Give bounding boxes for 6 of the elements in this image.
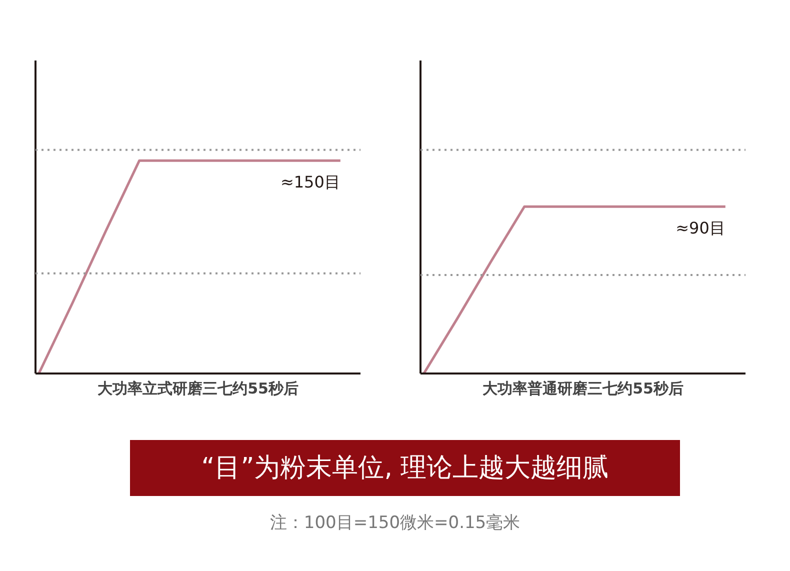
annotation: ≈90目 xyxy=(676,218,726,238)
x-axis-title: 大功率立式研磨三七约55秒后 xyxy=(98,380,298,398)
x-axis-title: 大功率普通研磨三七约55秒后 xyxy=(482,380,684,398)
annotation: ≈150目 xyxy=(280,172,340,192)
text: “目”为粉末单位, 理论上越大越细腻 xyxy=(201,452,609,485)
text: 注：100目=150微米=0.15毫米 xyxy=(270,512,520,535)
